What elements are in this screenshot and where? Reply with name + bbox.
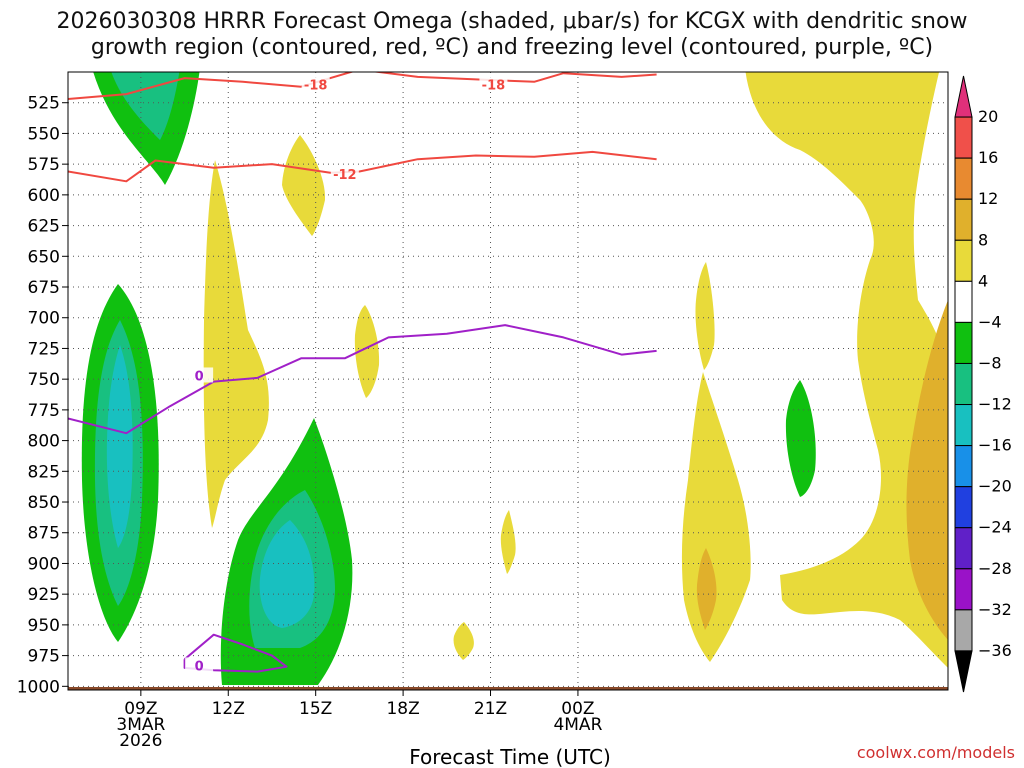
colorbar-label: −36: [978, 641, 1012, 660]
colorbar-label: −12: [978, 395, 1012, 414]
colorbar-swatch: [954, 280, 973, 323]
y-tick-label: 875: [28, 524, 60, 544]
x-tick-label: 09Z: [124, 699, 157, 719]
colorbar-swatch: [954, 404, 973, 447]
contour-label: 0: [195, 369, 204, 384]
colorbar-label: −8: [978, 353, 1002, 372]
colorbar-label: −28: [978, 559, 1012, 578]
contour-label-bg: [479, 76, 508, 92]
x-tick-label: 00Z: [561, 699, 594, 719]
site-credit: coolwx.com/models: [857, 743, 1015, 762]
contour-label: -18: [482, 78, 506, 93]
omega-region-downward-b: [282, 135, 326, 236]
y-tick-label: 725: [28, 339, 60, 359]
chart-title-line-1: 2026030308 HRRR Forecast Omega (shaded, …: [57, 9, 968, 34]
y-tick-label: 925: [28, 585, 60, 605]
y-tick-label: 825: [28, 462, 60, 482]
colorbar-label: −16: [978, 436, 1012, 455]
colorbar-triangle-bottom: [954, 650, 973, 693]
colorbar-swatch: [954, 568, 973, 611]
omega-region-upward-lower-core: [259, 520, 315, 628]
colorbar-label: 8: [978, 230, 988, 249]
colorbar-swatch: [954, 527, 973, 570]
colorbar-triangle-top: [954, 75, 973, 118]
contour-minus18C: [68, 72, 657, 100]
x-tick-label: 12Z: [212, 699, 245, 719]
omega-region-downward-c: [354, 305, 380, 398]
contour-label-bg: [301, 76, 330, 92]
x-axis-title: Forecast Time (UTC): [409, 745, 611, 768]
y-tick-label: 550: [28, 124, 60, 144]
y-tick-label: 900: [28, 554, 60, 574]
x-tick-label: 15Z: [299, 699, 332, 719]
colorbar-label: −32: [978, 600, 1012, 619]
colorbar-label: 20: [978, 107, 998, 126]
y-axis: 525 550 575 600 625 650 675 700 725 750 775 800 825 8…: [17, 94, 68, 697]
omega-region-downward-right: [745, 72, 948, 668]
colorbar-label: 4: [978, 271, 988, 290]
omega-region-downward-a: [203, 160, 269, 528]
omega-region-upward-left-column-core: [106, 345, 133, 548]
colorbar-label: 16: [978, 148, 998, 167]
contour-label-bg: [330, 165, 359, 181]
y-tick-label: 850: [28, 493, 60, 513]
omega-region-downward-f: [695, 262, 715, 370]
y-tick-label: 700: [28, 309, 60, 329]
omega-shading: [81, 72, 948, 685]
ground-surface: [68, 687, 948, 690]
contour-label: 0: [195, 659, 204, 674]
colorbar-swatch: [954, 609, 973, 652]
contour-labels: -18 -18 -12 0 0: [185, 76, 508, 674]
contour-label-bg: [185, 657, 214, 673]
colorbar-label: −24: [978, 518, 1012, 537]
y-tick-label: 775: [28, 401, 60, 421]
contour-label-bg: [185, 367, 214, 383]
omega-region-upward-right: [785, 380, 816, 497]
plot-area: -18 -18 -12 0 0: [68, 72, 948, 690]
y-tick-label: 575: [28, 155, 60, 175]
omega-region-downward-d: [500, 510, 516, 574]
colorbar-swatch: [954, 116, 973, 159]
omega-region-downward-right-core: [906, 300, 948, 640]
x-tick-label: 2026: [119, 731, 162, 751]
y-tick-label: 650: [28, 247, 60, 267]
colorbar-label: 12: [978, 189, 998, 208]
colorbar-swatch: [954, 157, 973, 200]
y-tick-label: 525: [28, 94, 60, 114]
y-tick-label: 800: [28, 432, 60, 452]
y-tick-label: 750: [28, 370, 60, 390]
colorbar-swatch: [954, 486, 973, 529]
x-tick-label: 18Z: [386, 699, 419, 719]
colorbar-swatch: [954, 445, 973, 488]
colorbar-swatch: [954, 198, 973, 241]
colorbar-label: −4: [978, 312, 1002, 331]
grid-lines: [68, 72, 948, 690]
y-tick-label: 1000: [17, 677, 60, 697]
y-tick-label: 625: [28, 217, 60, 237]
colorbar-swatch: [954, 362, 973, 406]
colorbar: 20 16 12 8 4 −4 −8 −12 −16 −20 −24 −28 −32 −36: [954, 75, 1012, 693]
contour-lines: [68, 72, 657, 673]
omega-region-downward-g-core: [696, 548, 717, 630]
x-tick-label: 21Z: [474, 699, 507, 719]
omega-region-upward-topleft-core: [111, 72, 180, 140]
contour-label: -18: [304, 78, 328, 93]
contour-freezing-level-0C: [68, 324, 657, 435]
x-tick-label: 3MAR: [116, 715, 165, 735]
omega-region-downward-e: [453, 622, 474, 660]
y-tick-label: 975: [28, 647, 60, 667]
y-tick-label: 950: [28, 616, 60, 636]
contour-label: -12: [333, 168, 357, 183]
colorbar-swatch: [954, 239, 973, 282]
x-tick-label: 4MAR: [553, 715, 602, 735]
plot-frame: [67, 71, 949, 691]
y-tick-label: 600: [28, 186, 60, 206]
colorbar-label: −20: [978, 477, 1012, 496]
colorbar-swatch: [954, 321, 973, 364]
chart-title-line-2: growth region (contoured, red, ºC) and f…: [91, 35, 933, 60]
y-tick-label: 675: [28, 278, 60, 298]
